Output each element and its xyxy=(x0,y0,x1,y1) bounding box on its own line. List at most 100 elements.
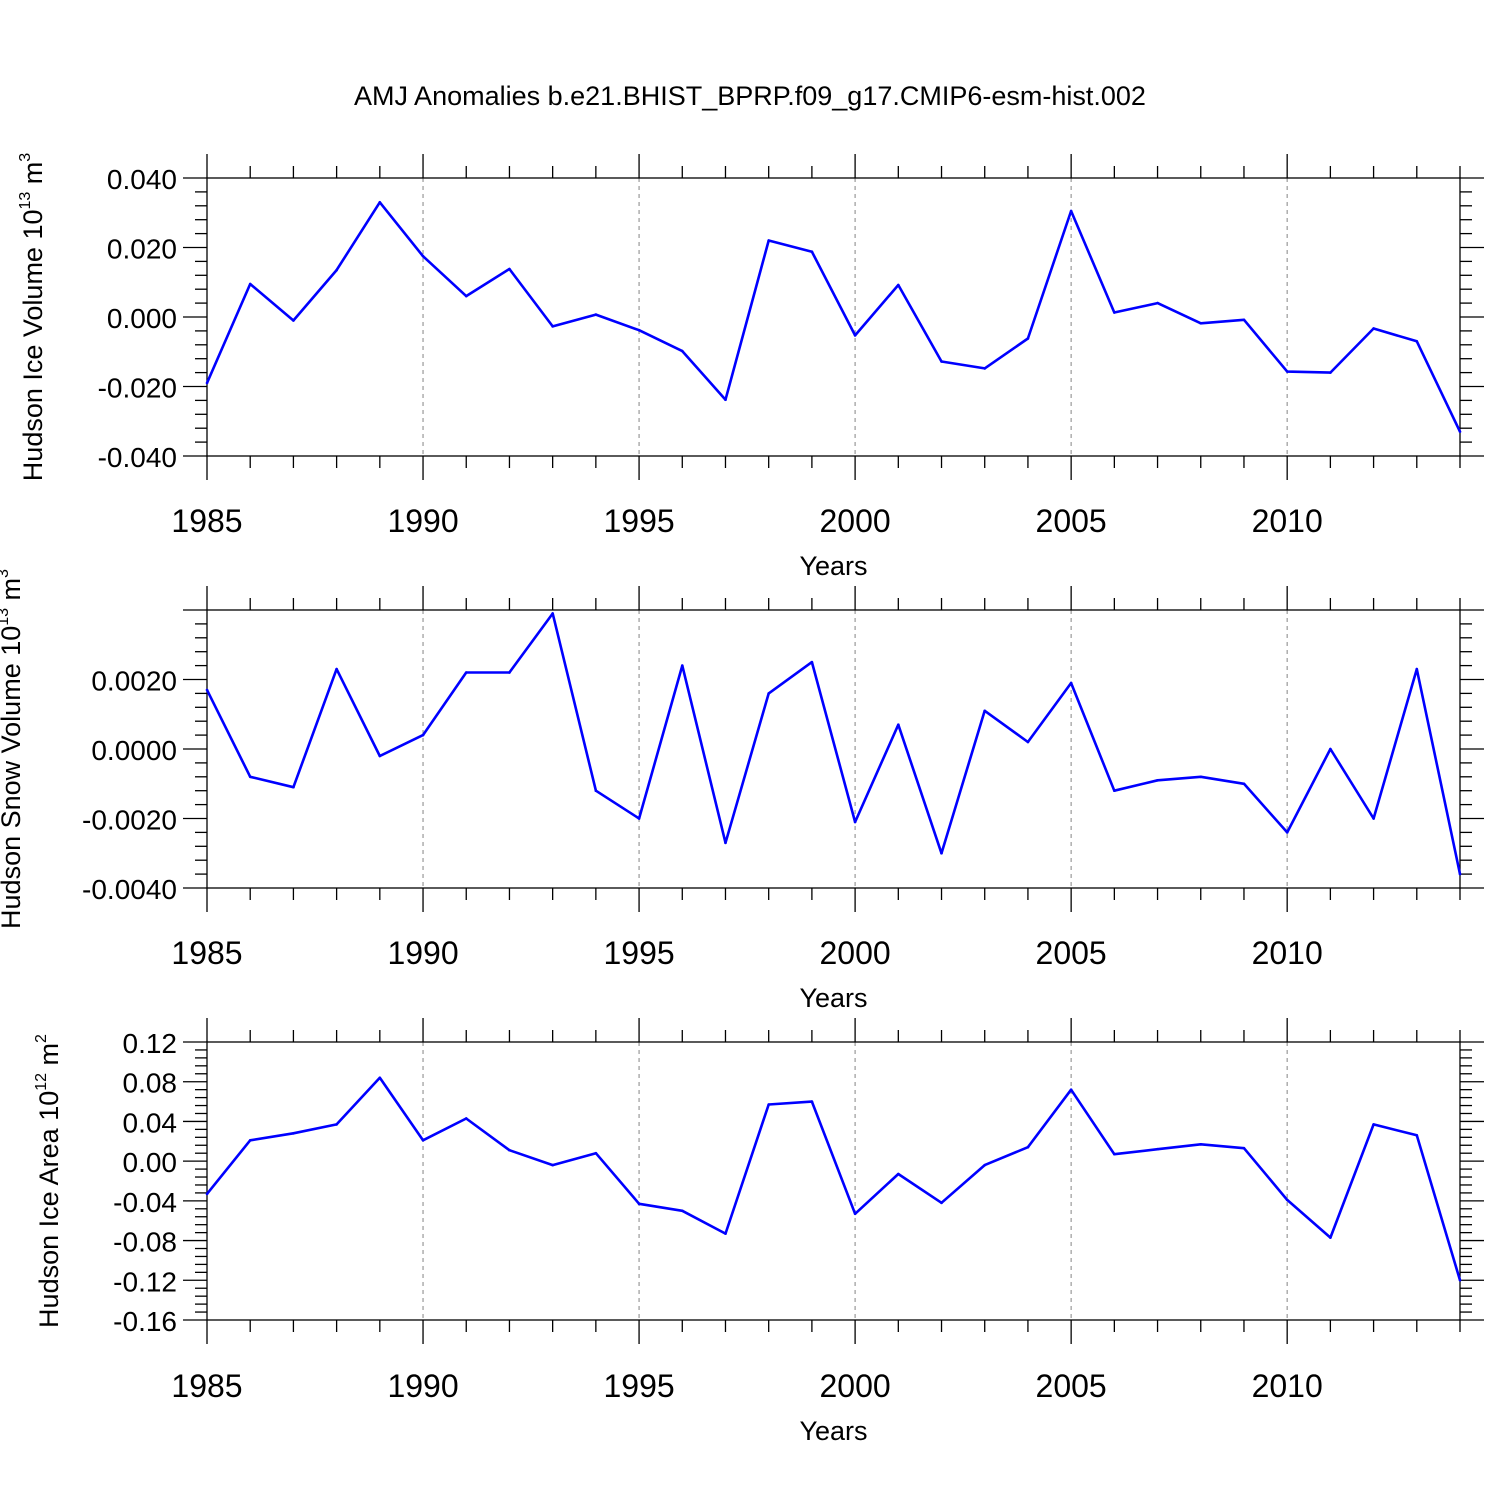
y-axis-title-text: m xyxy=(0,578,26,608)
x-tick-label: 1990 xyxy=(387,935,458,971)
y-tick-label: 0.000 xyxy=(107,303,177,334)
series-line xyxy=(205,612,1462,875)
data-point xyxy=(205,381,209,385)
data-point xyxy=(1069,209,1073,213)
y-tick-label: 0.08 xyxy=(123,1068,178,1099)
data-point xyxy=(335,667,338,671)
y-axis-title: Hudson Snow Volume 1013 m3 xyxy=(0,569,26,929)
data-point xyxy=(1242,1146,1246,1150)
data-point xyxy=(1415,340,1419,343)
data-point xyxy=(1199,321,1203,325)
data-point xyxy=(205,1192,209,1196)
y-tick-label: -0.040 xyxy=(98,442,177,473)
x-tick-label: 2005 xyxy=(1036,503,1107,539)
data-point xyxy=(248,282,252,286)
data-point xyxy=(508,671,511,674)
data-point xyxy=(853,1212,857,1216)
data-point xyxy=(1458,872,1462,876)
data-point xyxy=(248,775,252,779)
data-point xyxy=(1069,1088,1073,1091)
data-point xyxy=(637,328,641,332)
y-axis-title-superscript: 13 xyxy=(0,608,12,626)
series-line xyxy=(205,1076,1462,1281)
y-axis-title-superscript: 2 xyxy=(33,1034,50,1043)
y-tick-label: -0.0040 xyxy=(82,874,177,905)
y-tick-label: 0.0000 xyxy=(91,735,177,766)
data-point xyxy=(983,367,987,370)
x-tick-label: 2000 xyxy=(820,1368,891,1404)
data-point xyxy=(1458,430,1462,433)
figure-title: AMJ Anomalies b.e21.BHIST_BPRP.f09_g17.C… xyxy=(354,81,1146,111)
y-axis-title: Hudson Ice Area 1012 m2 xyxy=(33,1034,64,1328)
data-point xyxy=(594,313,598,316)
data-point xyxy=(940,1201,943,1205)
y-axis-title-superscript: 12 xyxy=(33,1073,50,1091)
data-point xyxy=(897,723,900,726)
x-tick-label: 1990 xyxy=(387,503,458,539)
data-point xyxy=(680,349,684,353)
x-tick-label: 2010 xyxy=(1252,1368,1323,1404)
data-point xyxy=(1285,831,1289,834)
y-axis-title-text: m xyxy=(18,162,48,192)
data-point xyxy=(940,360,943,363)
x-tick-label: 1985 xyxy=(171,503,242,539)
data-point xyxy=(1026,740,1030,744)
data-point xyxy=(637,817,641,820)
x-tick-label: 2000 xyxy=(820,935,891,971)
data-point xyxy=(1285,1198,1289,1202)
data-point xyxy=(248,1138,252,1142)
x-tick-label: 1990 xyxy=(387,1368,458,1404)
x-tick-label: 1985 xyxy=(171,935,242,971)
chart-panel-2: -0.0040 -0.0020 0.0000 0.0020 1985 1990 1995 20… xyxy=(0,569,1484,1013)
data-point xyxy=(594,789,598,792)
data-point xyxy=(1285,370,1289,373)
data-point xyxy=(853,820,857,824)
x-tick-label: 1995 xyxy=(603,935,674,971)
y-tick-label: 0.00 xyxy=(123,1147,178,1178)
data-point xyxy=(1242,318,1246,322)
series-line xyxy=(205,201,1462,433)
data-point xyxy=(810,250,814,253)
data-point xyxy=(1329,1236,1332,1239)
data-point xyxy=(1156,778,1159,782)
data-point xyxy=(1199,1142,1203,1146)
data-point xyxy=(1415,667,1419,671)
data-point xyxy=(724,841,727,845)
data-point xyxy=(1113,311,1116,314)
data-point xyxy=(292,319,295,322)
data-point xyxy=(940,851,943,855)
data-point xyxy=(767,692,770,695)
y-axis-title-text: Hudson Ice Volume 10 xyxy=(18,210,48,482)
data-point xyxy=(983,1163,987,1167)
data-point xyxy=(1372,327,1375,330)
data-point xyxy=(508,267,511,271)
y-tick-label: -0.16 xyxy=(113,1306,177,1337)
y-tick-label: -0.0020 xyxy=(82,805,177,836)
y-axis-title-text: Hudson Snow Volume 10 xyxy=(0,626,26,929)
x-tick-label: 1995 xyxy=(603,503,674,539)
data-point xyxy=(1242,782,1246,786)
data-point xyxy=(1026,1145,1030,1149)
data-point xyxy=(378,754,382,758)
x-tick-label: 1995 xyxy=(603,1368,674,1404)
data-point xyxy=(508,1148,511,1152)
data-point xyxy=(421,733,425,737)
data-point xyxy=(421,254,425,258)
data-point xyxy=(897,283,900,287)
x-tick-label: 2000 xyxy=(820,503,891,539)
data-point xyxy=(1372,1123,1375,1126)
data-point xyxy=(897,1172,900,1176)
data-point xyxy=(378,1076,382,1080)
data-point xyxy=(464,1117,468,1120)
y-axis-title-text: m xyxy=(34,1043,64,1073)
y-tick-label: -0.12 xyxy=(113,1266,177,1297)
data-point xyxy=(335,1123,338,1126)
data-point xyxy=(551,1163,554,1167)
data-point xyxy=(1458,1278,1462,1282)
y-axis-title-superscript: 13 xyxy=(17,192,34,210)
y-axis-title-text: Hudson Ice Area 10 xyxy=(34,1091,64,1328)
data-point xyxy=(853,334,857,337)
data-point xyxy=(1113,789,1116,792)
y-tick-label: -0.04 xyxy=(113,1187,177,1218)
y-tick-label: 0.020 xyxy=(107,234,177,265)
